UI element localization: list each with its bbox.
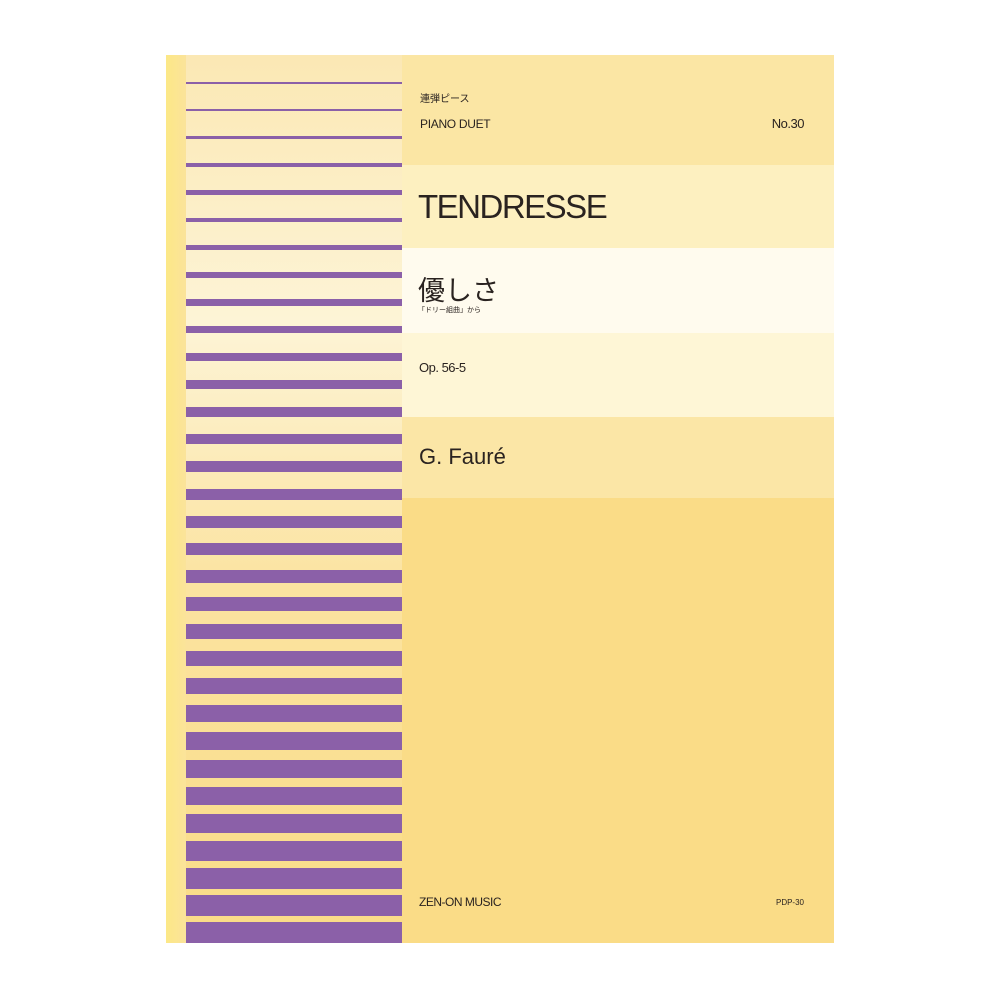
stripe	[186, 759, 402, 778]
stripe	[186, 678, 402, 695]
stripe	[186, 515, 402, 528]
stripe	[186, 840, 402, 861]
opus: Op. 56-5	[419, 360, 466, 375]
stripe	[186, 596, 402, 611]
stripe	[186, 488, 402, 500]
issue-number: No.30	[771, 116, 805, 131]
composer: G. Fauré	[419, 444, 506, 469]
stripe	[186, 895, 402, 917]
stripe	[186, 786, 402, 806]
stripe	[186, 569, 402, 584]
stripe	[186, 190, 402, 195]
stripe	[186, 136, 402, 139]
catalog-number: PDP-30	[775, 898, 804, 907]
stripe	[186, 813, 402, 834]
header-band	[402, 55, 834, 165]
composer-band	[402, 417, 834, 498]
series-en: PIANO DUET	[420, 117, 491, 131]
stripe	[186, 867, 402, 889]
stripe	[186, 542, 402, 556]
stripe	[186, 353, 402, 362]
series-jp: 連弾ピース	[420, 94, 470, 105]
stripe	[186, 434, 402, 445]
sheet-music-cover: 連弾ピース PIANO DUET No.30 TENDRESSE 優しさ 「ドリ…	[166, 55, 834, 943]
stripe	[186, 298, 402, 306]
source-jp: 「ドリー組曲」から	[418, 307, 481, 314]
title-band	[402, 165, 834, 248]
stripe	[186, 705, 402, 722]
publisher: ZEN-ON MUSIC	[419, 895, 502, 909]
stripe	[186, 407, 402, 417]
stripe	[186, 244, 402, 251]
stripe	[186, 217, 402, 223]
title-jp: 優しさ	[418, 276, 499, 306]
stripe	[186, 109, 402, 112]
stripe	[186, 271, 402, 278]
stripe	[186, 82, 402, 84]
stripe	[186, 624, 402, 639]
stripe	[186, 651, 402, 667]
stripe	[186, 922, 402, 943]
opus-band	[402, 333, 834, 417]
stripe	[186, 732, 402, 750]
stripe	[186, 325, 402, 334]
spine	[166, 55, 186, 943]
stripe	[186, 380, 402, 389]
stripe	[186, 461, 402, 473]
title: TENDRESSE	[418, 188, 608, 225]
jp-title-band	[402, 248, 834, 333]
stripe	[186, 163, 402, 167]
